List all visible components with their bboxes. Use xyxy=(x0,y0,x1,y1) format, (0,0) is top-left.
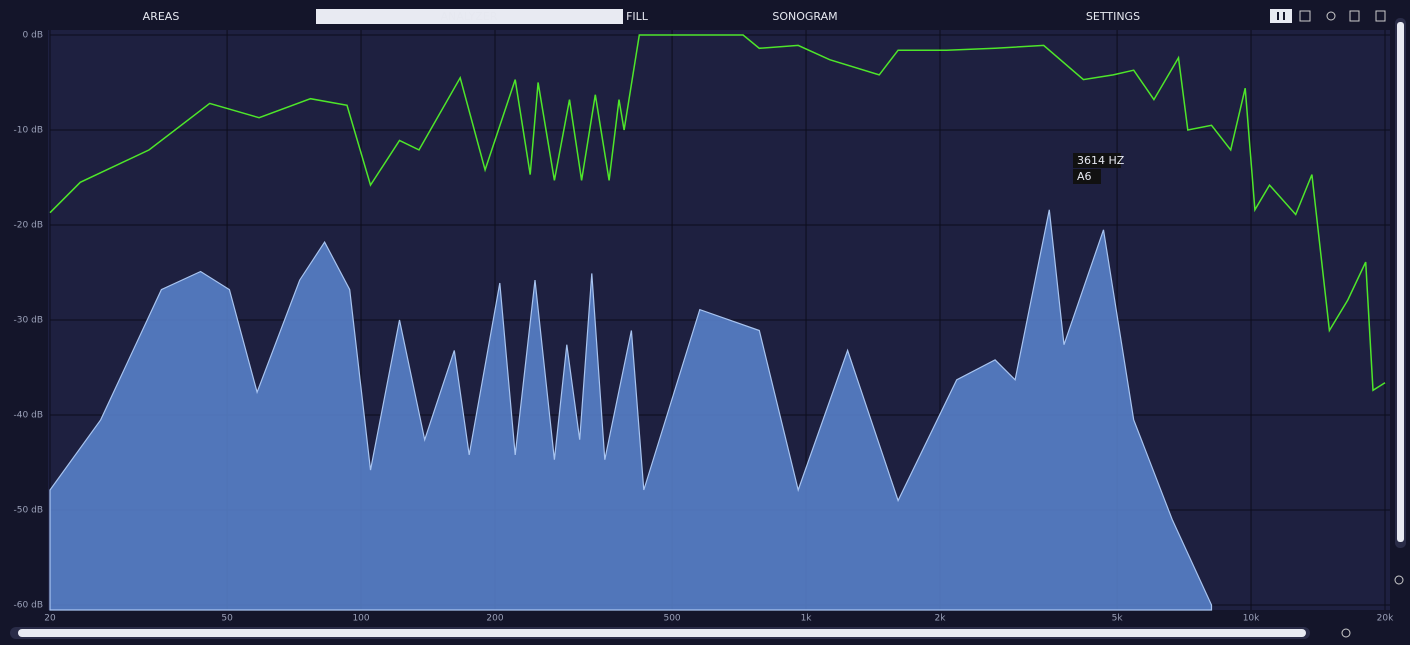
paste-button[interactable] xyxy=(1375,10,1386,22)
menu-item[interactable]: AREAS xyxy=(143,10,180,23)
icon xyxy=(1283,12,1285,20)
toolbar[interactable] xyxy=(1270,9,1386,23)
copy-button[interactable] xyxy=(1349,10,1360,22)
annotation: 3614 HZ A6 xyxy=(1073,153,1125,184)
x-tick-label: 20k xyxy=(1377,614,1394,624)
menu-item[interactable]: SETTINGS xyxy=(1086,10,1140,23)
response-line xyxy=(49,34,1386,392)
x-tick-label: 200 xyxy=(486,614,503,624)
frequency-label: 3614 HZ xyxy=(1077,154,1125,167)
y-tick-label: -60 dB xyxy=(14,601,43,611)
y-tick-label: -50 dB xyxy=(14,506,43,516)
tab-highlight xyxy=(316,9,623,24)
x-tick-label: 2k xyxy=(935,614,947,624)
y-tick-label: -20 dB xyxy=(14,221,43,231)
spectrum-area xyxy=(49,209,1213,611)
y-tick-label: -30 dB xyxy=(14,316,43,326)
menu-item[interactable]: ANALYZER xyxy=(441,10,498,23)
x-tick-label: 1k xyxy=(801,614,813,624)
x-tick-label: 10k xyxy=(1243,614,1260,624)
menu-item[interactable]: SONOGRAM xyxy=(772,10,837,23)
zoom-in-button[interactable] xyxy=(1341,628,1351,638)
y-tick-label: -10 dB xyxy=(14,126,43,136)
menu-item[interactable]: FILL xyxy=(626,10,649,23)
reset-button[interactable] xyxy=(1326,11,1336,21)
x-tick-label: 5k xyxy=(1112,614,1124,624)
y-tick-label: 0 dB xyxy=(23,31,43,41)
menu[interactable]: AREAS ANALYZER FILL SONOGRAM SETTINGS xyxy=(143,10,1140,23)
icon-button[interactable] xyxy=(1299,10,1311,22)
x-tick-label: 500 xyxy=(663,614,680,624)
zoom-in-button[interactable] xyxy=(1394,575,1404,585)
annotation-box xyxy=(1073,153,1121,168)
h-scroll-thumb[interactable] xyxy=(18,629,1306,637)
note-label: A6 xyxy=(1077,170,1092,183)
marks xyxy=(49,34,1386,611)
x-tick-label: 100 xyxy=(352,614,369,624)
icon xyxy=(1277,12,1279,20)
annotation-box xyxy=(1073,169,1101,184)
v-scroll-thumb[interactable] xyxy=(1397,22,1404,542)
labels: 0 dB -10 dB -20 dB -30 dB -40 dB -50 dB -60 dB… xyxy=(14,31,1395,624)
x-tick-label: 20 xyxy=(44,614,56,624)
pause-button[interactable] xyxy=(1270,9,1292,23)
x-tick-label: 50 xyxy=(221,614,233,624)
y-tick-label: -40 dB xyxy=(14,411,43,421)
